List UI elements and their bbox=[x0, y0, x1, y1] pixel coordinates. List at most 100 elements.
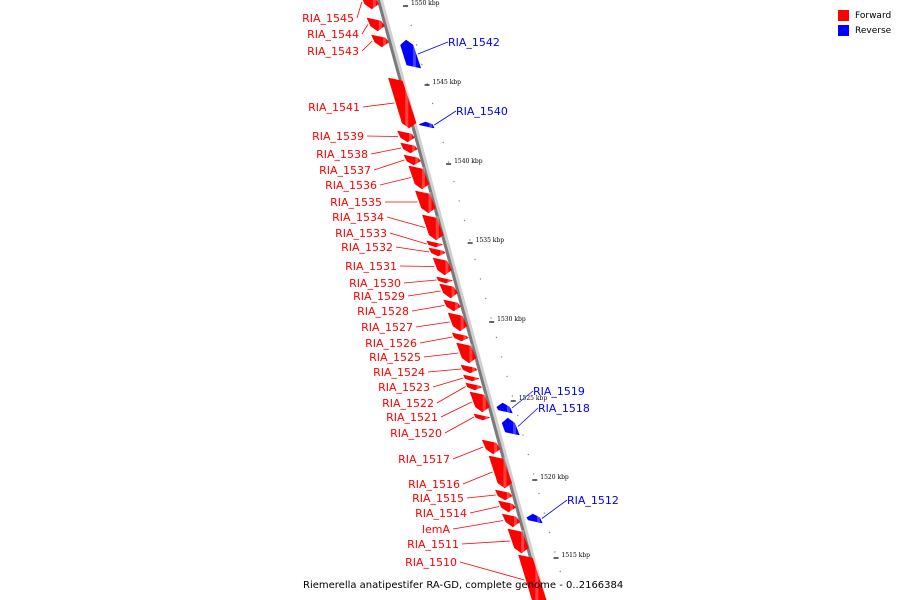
gene-label[interactable]: RIA_1539 bbox=[312, 130, 364, 143]
gene-label[interactable]: RIA_1515 bbox=[412, 492, 464, 505]
gene-arrow[interactable] bbox=[496, 402, 513, 414]
gene-label[interactable]: RIA_1527 bbox=[361, 321, 413, 334]
gene-arrow[interactable] bbox=[436, 276, 454, 284]
gene-label[interactable]: RIA_1534 bbox=[332, 211, 384, 224]
gene-label[interactable]: RIA_1521 bbox=[386, 411, 438, 424]
legend-forward-label: Forward bbox=[855, 10, 892, 21]
gene-label[interactable]: RIA_1524 bbox=[373, 366, 425, 379]
label-leader bbox=[399, 265, 435, 267]
gene-arrow[interactable] bbox=[460, 364, 478, 374]
gene-arrow[interactable] bbox=[432, 257, 453, 276]
gene-label[interactable]: RIA_1529 bbox=[353, 290, 405, 303]
gene-arrow[interactable] bbox=[443, 299, 462, 312]
label-leader bbox=[411, 305, 445, 312]
gene-arrow[interactable] bbox=[498, 500, 516, 513]
gene-labels: RIA_1545 RIA_1544 RIA_1543 RIA_1542 RIA_1541… bbox=[302, 12, 619, 569]
gene-arrow[interactable] bbox=[526, 513, 543, 524]
gene-highlight bbox=[409, 132, 413, 141]
gene-arrow[interactable] bbox=[422, 214, 444, 241]
label-leader bbox=[469, 506, 500, 514]
gene-arrow[interactable] bbox=[428, 247, 446, 257]
gene-arrow[interactable] bbox=[518, 554, 547, 600]
gene-arrow[interactable] bbox=[403, 154, 422, 166]
gene-track bbox=[361, 0, 547, 600]
gene-label[interactable]: RIA_1517 bbox=[398, 453, 450, 466]
gene-label[interactable]: RIA_1545 bbox=[302, 12, 354, 25]
gene-label[interactable]: RIA_1522 bbox=[382, 397, 434, 410]
gene-highlight bbox=[372, 0, 376, 8]
gene-label[interactable]: RIA_1510 bbox=[405, 556, 457, 569]
gene-label[interactable]: RIA_1531 bbox=[345, 260, 397, 273]
label-leader bbox=[361, 40, 373, 52]
gene-arrow[interactable] bbox=[465, 382, 483, 391]
gene-arrow[interactable] bbox=[507, 528, 529, 554]
gene-label[interactable]: lemA bbox=[422, 523, 451, 536]
gene-label[interactable]: RIA_1514 bbox=[415, 507, 467, 520]
gene-label[interactable]: RIA_1535 bbox=[330, 196, 382, 209]
gene-highlight bbox=[476, 384, 480, 389]
gene-arrow[interactable] bbox=[408, 165, 430, 190]
gene-arrow[interactable] bbox=[439, 283, 458, 299]
label-leaders bbox=[356, 1, 568, 581]
gene-label[interactable]: RIA_1519 bbox=[533, 385, 585, 398]
gene-arrow[interactable] bbox=[473, 413, 491, 421]
gene-label[interactable]: RIA_1520 bbox=[390, 427, 442, 440]
gene-label[interactable]: RIA_1538 bbox=[316, 148, 368, 161]
gene-arrow[interactable] bbox=[501, 417, 520, 436]
gene-label[interactable]: RIA_1512 bbox=[567, 494, 619, 507]
gene-arrow[interactable] bbox=[463, 374, 480, 382]
gene-highlight bbox=[510, 502, 513, 511]
scale-dot bbox=[559, 570, 561, 573]
gene-label[interactable]: RIA_1518 bbox=[538, 402, 590, 415]
gene-arrow[interactable] bbox=[447, 312, 468, 332]
gene-label[interactable]: RIA_1542 bbox=[448, 36, 500, 49]
gene-arrow[interactable] bbox=[366, 17, 385, 32]
scale-dot bbox=[490, 317, 492, 319]
gene-arrow[interactable] bbox=[456, 342, 477, 364]
gene-arrow[interactable] bbox=[426, 240, 444, 248]
gene-arrow[interactable] bbox=[494, 489, 513, 501]
gene-label[interactable]: RIA_1540 bbox=[456, 105, 508, 118]
gene-label[interactable]: RIA_1536 bbox=[325, 179, 377, 192]
gene-label[interactable]: RIA_1544 bbox=[307, 28, 359, 41]
gene-arrow[interactable] bbox=[451, 332, 469, 342]
gene-label[interactable]: RIA_1511 bbox=[407, 538, 459, 551]
gene-label[interactable]: RIA_1537 bbox=[319, 164, 371, 177]
gene-highlight bbox=[412, 144, 416, 152]
gene-arrow[interactable] bbox=[501, 513, 521, 528]
gene-label[interactable]: RIA_1543 bbox=[307, 45, 359, 58]
label-leader bbox=[462, 471, 493, 485]
scale-dot bbox=[474, 258, 476, 261]
gene-arrow[interactable] bbox=[418, 121, 435, 129]
gene-label[interactable]: RIA_1523 bbox=[378, 381, 430, 394]
gene-arrow[interactable] bbox=[415, 190, 436, 214]
scale-dot bbox=[543, 512, 545, 514]
gene-label[interactable]: RIA_1533 bbox=[335, 227, 387, 240]
gene-label[interactable]: RIA_1532 bbox=[341, 241, 393, 254]
gene-highlight bbox=[415, 156, 419, 164]
gene-label[interactable]: RIA_1530 bbox=[349, 277, 401, 290]
gene-arrow[interactable] bbox=[400, 39, 422, 69]
gene-arrow[interactable] bbox=[481, 439, 501, 455]
gene-arrow[interactable] bbox=[469, 391, 490, 413]
scale-dot bbox=[463, 219, 466, 222]
scale-tick-label: 1545 kbp bbox=[433, 79, 462, 86]
gene-arrow[interactable] bbox=[361, 0, 380, 10]
gene-label[interactable]: RIA_1526 bbox=[365, 337, 417, 350]
gene-label[interactable]: RIA_1541 bbox=[308, 101, 360, 114]
scale-tick-label: 1550 kbp bbox=[411, 0, 440, 7]
gene-arrow[interactable] bbox=[388, 77, 417, 129]
gene-highlight bbox=[469, 344, 473, 362]
gene-label[interactable]: RIA_1525 bbox=[369, 351, 421, 364]
label-leader bbox=[356, 1, 363, 19]
gene-arrow[interactable] bbox=[397, 130, 415, 143]
gene-label[interactable]: RIA_1516 bbox=[408, 478, 460, 491]
gene-arrow[interactable] bbox=[371, 34, 390, 48]
gene-arrow[interactable] bbox=[400, 142, 418, 154]
gene-arrow[interactable] bbox=[488, 455, 513, 489]
gene-highlight bbox=[472, 366, 476, 372]
gene-label[interactable]: RIA_1528 bbox=[357, 305, 409, 318]
scale-tick-label: 1540 kbp bbox=[454, 158, 483, 165]
gene-highlight bbox=[455, 301, 459, 310]
scale-dot bbox=[506, 375, 508, 378]
